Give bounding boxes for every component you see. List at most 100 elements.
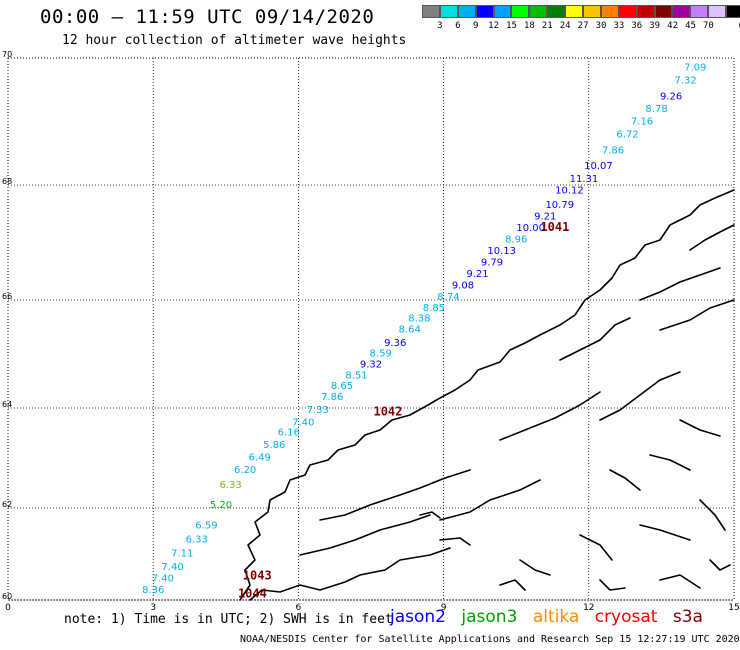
y-tick-label: 70 — [2, 50, 12, 59]
wave-height-label: 9.21 — [534, 212, 556, 223]
colorbar-swatch — [422, 5, 440, 18]
wave-height-label: 6.33 — [220, 480, 242, 491]
wave-height-label: 9.26 — [660, 91, 682, 102]
x-tick-label: 3 — [150, 603, 156, 613]
colorbar-label: 15 — [506, 21, 517, 31]
wave-height-label: 8.74 — [437, 292, 459, 303]
x-tick-label: 15 — [728, 603, 739, 613]
colorbar-swatch — [600, 5, 619, 18]
colorbar-label: 42 — [667, 21, 679, 31]
colorbar-swatch — [583, 5, 601, 18]
colorbar-swatch — [708, 5, 727, 18]
wave-height-label: 11.31 — [570, 174, 599, 185]
colorbar-label: 3 — [437, 21, 443, 31]
wave-height-label: 6.59 — [195, 521, 217, 532]
colorbar-label: 36 — [631, 21, 643, 31]
wave-height-label: 9.32 — [360, 360, 382, 371]
page-subtitle: 12 hour collection of altimeter wave hei… — [62, 33, 407, 48]
colorbar-swatch — [493, 5, 512, 18]
y-tick-label: 62 — [2, 500, 12, 509]
colorbar-label: 9 — [472, 21, 479, 31]
wave-height-label: 7.86 — [602, 145, 624, 156]
wave-height-label: 5.86 — [263, 440, 285, 451]
norway-coastline — [239, 189, 735, 601]
wave-height-label: 6.16 — [278, 428, 300, 439]
map-tick-labels: 0 3 6 9 12 15 60 62 64 66 68 70 — [2, 50, 740, 613]
legend-s3a: s3a — [672, 607, 703, 627]
colorbar-swatch — [726, 5, 740, 18]
wave-height-label: 6.72 — [616, 129, 638, 140]
wave-height-label: 10.07 — [584, 161, 613, 172]
colorbar-label: 39 — [649, 21, 661, 31]
colorbar-label: 18 — [523, 21, 535, 31]
colorbar-swatch — [654, 5, 673, 18]
satellite-legend: jason2 jason3 altika cryosat s3a — [390, 607, 713, 627]
wave-height-label: 8.96 — [505, 235, 527, 246]
map-gridlines — [7, 57, 735, 601]
y-tick-label: 66 — [2, 292, 12, 301]
x-tick-label: 12 — [583, 603, 594, 613]
wave-height-label: 9.79 — [481, 258, 503, 269]
pressure-label: 1042 — [373, 405, 402, 419]
colorbar-swatch — [511, 5, 530, 18]
wave-height-label: 8.65 — [331, 381, 353, 392]
colorbar-swatch — [565, 5, 584, 18]
colorbar-label: 70 — [702, 21, 714, 31]
wave-height-label: 8.38 — [408, 314, 430, 325]
wave-height-label: 6.49 — [249, 453, 271, 464]
colorbar-swatch — [475, 5, 494, 18]
colorbar-swatch — [690, 5, 709, 18]
colorbar-unit: (ft) — [737, 21, 740, 31]
legend-cryosat: cryosat — [594, 607, 658, 627]
y-tick-label: 64 — [2, 400, 12, 409]
wave-height-label: 7.33 — [307, 405, 329, 416]
colorbar-label: 21 — [541, 21, 553, 31]
wave-height-label: 9.08 — [452, 281, 474, 292]
wave-height-label: 9.36 — [384, 338, 406, 349]
colorbar-label: 45 — [685, 21, 696, 31]
colorbar-swatch — [636, 5, 655, 18]
wave-height-label: 8.36 — [142, 585, 164, 596]
colorbar-swatch — [672, 5, 691, 18]
y-tick-label: 68 — [2, 177, 12, 186]
x-tick-label: 9 — [441, 603, 447, 613]
colorbar-label: 12 — [488, 21, 500, 31]
wave-height-label: 10.00 — [516, 223, 545, 234]
units-note: note: 1) Time is in UTC; 2) SWH is in fe… — [64, 612, 393, 627]
legend-altika: altika — [532, 607, 580, 627]
wave-height-observations: 7.097.329.268.787.166.727.8610.0711.3110… — [142, 63, 706, 596]
wave-height-label: 8.59 — [370, 349, 392, 360]
colorbar-swatch — [439, 5, 458, 18]
page-title: 00:00 – 11:59 UTC 09/14/2020 — [40, 6, 375, 28]
legend-jason3: jason3 — [461, 607, 518, 627]
x-tick-label: 6 — [296, 603, 302, 613]
wave-height-label: 7.40 — [152, 574, 174, 585]
x-tick-label: 0 — [5, 603, 11, 613]
wave-height-label: 8.64 — [399, 324, 421, 335]
credit-line: NOAA/NESDIS Center for Satellite Applica… — [240, 634, 740, 645]
wave-height-label: 5.20 — [210, 500, 232, 511]
colorbar-swatch — [529, 5, 548, 18]
wave-height-label: 8.78 — [645, 104, 667, 115]
colorbar-label: 33 — [613, 21, 625, 31]
colorbar-label: 24 — [559, 21, 571, 31]
wave-height-label: 10.12 — [555, 186, 584, 197]
colorbar-label: 30 — [595, 21, 607, 31]
wave-height-label: 10.79 — [545, 200, 574, 211]
colorbar-label: 27 — [577, 21, 589, 31]
wave-height-label: 7.09 — [684, 63, 706, 74]
pressure-label: 1041 — [540, 220, 569, 234]
pressure-label: 1044 — [238, 587, 267, 601]
colorbar-swatch — [457, 5, 476, 18]
wave-height-label: 7.32 — [674, 75, 696, 86]
wave-height-label: 6.20 — [234, 465, 256, 476]
wave-height-label: 10.13 — [487, 246, 516, 257]
wave-height-label: 7.11 — [171, 548, 193, 559]
wave-height-label: 7.86 — [321, 392, 343, 403]
wave-height-label: 9.21 — [466, 269, 488, 280]
wave-height-label: 7.40 — [292, 418, 314, 429]
colorbar-swatch — [618, 5, 637, 18]
colorbar-label: 6 — [455, 21, 461, 31]
